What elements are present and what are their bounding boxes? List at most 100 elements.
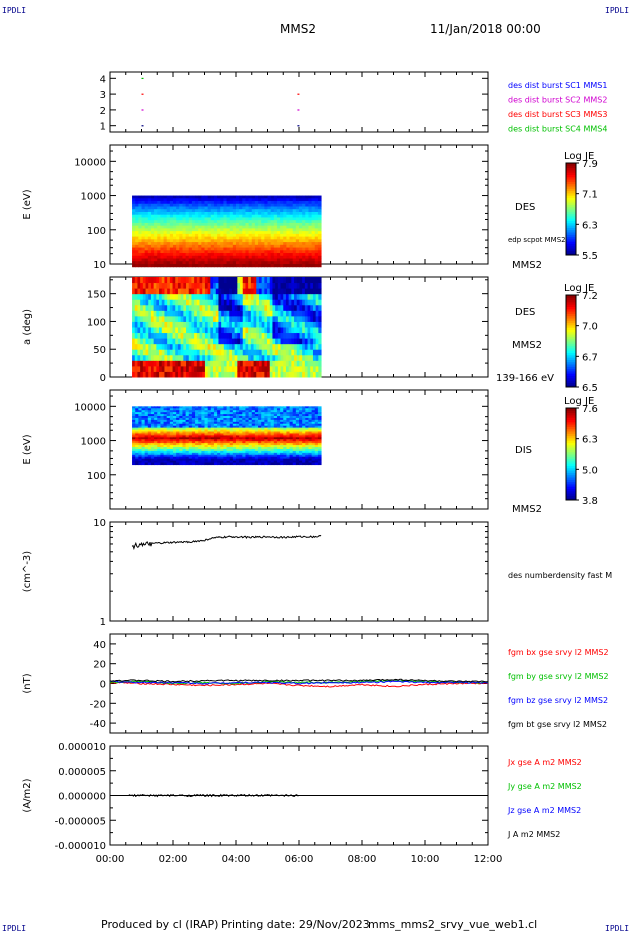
spectrogram-cell <box>195 201 199 205</box>
spectrogram-cell <box>258 211 262 216</box>
spectrogram-cell <box>264 195 268 199</box>
spectrogram-cell <box>280 206 284 210</box>
spectrogram-cell <box>299 458 303 462</box>
spectrogram-cell <box>173 416 177 419</box>
spectrogram-cell <box>154 456 158 460</box>
pitch-cell <box>186 310 190 317</box>
spectrogram-cell <box>245 206 250 210</box>
pitch-cell <box>156 354 160 361</box>
y-tick-label: 100 <box>87 317 106 328</box>
spectrogram-cell <box>314 435 319 438</box>
spectrogram-cell <box>283 406 287 409</box>
spectrogram-cell <box>163 433 168 437</box>
spectrogram-cell <box>264 423 268 427</box>
spectrogram-cell <box>138 261 142 265</box>
pitch-cell <box>312 293 317 300</box>
pitch-cell <box>159 327 163 334</box>
colorbar-cell <box>566 179 576 182</box>
spectrogram-cell <box>236 450 240 454</box>
pitch-cell <box>218 343 222 350</box>
spectrogram-cell <box>201 233 205 238</box>
spectrogram-cell <box>280 408 284 411</box>
spectrogram-cell <box>245 431 250 435</box>
spectrogram-cell <box>132 211 136 216</box>
pitch-cell <box>264 354 268 361</box>
spectrogram-cell <box>191 427 196 431</box>
spectrogram-cell <box>286 253 291 257</box>
pitch-cell <box>180 304 184 311</box>
spectrogram-cell <box>258 433 262 437</box>
spectrogram-cell <box>198 456 202 460</box>
spectrogram-cell <box>201 417 205 421</box>
spectrogram-cell <box>210 209 215 213</box>
pitch-cell <box>253 293 257 300</box>
pitch-cell <box>269 288 273 295</box>
pitch-cell <box>318 299 322 306</box>
pitch-cell <box>229 288 233 295</box>
spectrogram-cell <box>195 231 199 235</box>
spectrogram-cell <box>176 203 180 207</box>
spectrogram-cell <box>314 421 319 425</box>
pitch-cell <box>134 343 138 350</box>
spectrogram-cell <box>308 435 313 438</box>
pitch-cell <box>307 354 311 361</box>
spectrogram-cell <box>239 445 243 448</box>
spectrogram-cell <box>179 458 183 462</box>
spectrogram-cell <box>176 410 180 413</box>
spectrogram-cell <box>302 419 306 423</box>
pitch-cell <box>269 277 273 284</box>
pitch-cell <box>258 343 263 350</box>
spectrogram-cell <box>302 233 306 238</box>
pitch-cell <box>277 327 282 334</box>
spectrogram-cell <box>245 419 250 423</box>
spectrogram-cell <box>283 425 287 429</box>
pitch-cell <box>291 282 295 289</box>
spectrogram-cell <box>135 425 139 429</box>
pitch-cell <box>302 315 306 322</box>
spectrogram-cell <box>305 258 309 262</box>
spectrogram-cell <box>264 408 268 411</box>
pitch-cell <box>202 327 206 334</box>
spectrogram-cell <box>273 209 278 213</box>
spectrogram-cell <box>191 437 196 440</box>
spectrogram-cell <box>157 425 161 429</box>
pitch-cell <box>267 349 271 356</box>
spectrogram-cell <box>173 198 177 202</box>
spectrogram-cell <box>280 412 284 415</box>
pitch-cell <box>237 365 241 372</box>
spectrogram-cell <box>135 456 139 460</box>
spectrogram-cell <box>229 454 234 458</box>
spectrogram-cell <box>264 222 268 227</box>
spectrogram-cell <box>150 231 155 235</box>
spectrogram-cell <box>276 258 281 262</box>
pitch-cell <box>150 310 155 317</box>
pitch-cell <box>315 349 319 356</box>
spectrogram-cell <box>311 425 316 429</box>
spectrogram-cell <box>264 416 268 419</box>
spectrogram-cell <box>191 412 196 415</box>
pitch-cell <box>183 349 187 356</box>
spectrogram-cell <box>217 250 221 254</box>
spectrogram-cell <box>166 247 171 251</box>
spectrogram-cell <box>305 209 309 213</box>
spectrogram-cell <box>289 244 294 249</box>
spectrogram-cell <box>280 429 284 433</box>
pitch-cell <box>258 365 263 372</box>
pitch-cell <box>183 338 187 345</box>
spectrogram-cell <box>160 217 165 221</box>
colorbar-cell <box>566 375 576 379</box>
pitch-cell <box>277 360 282 367</box>
spectrogram-cell <box>302 206 306 210</box>
spectrogram-cell <box>176 222 180 227</box>
pitch-cell <box>267 371 271 378</box>
spectrogram-cell <box>311 419 316 423</box>
spectrogram-cell <box>223 261 228 265</box>
spectrogram-cell <box>198 445 202 448</box>
spectrogram-cell <box>305 437 309 440</box>
spectrogram-cell <box>150 198 155 202</box>
spectrogram-cell <box>248 408 253 411</box>
spectrogram-cell <box>195 421 199 425</box>
spectrogram-cell <box>264 441 268 444</box>
pitch-cell <box>310 315 314 322</box>
pitch-cell <box>202 304 206 311</box>
